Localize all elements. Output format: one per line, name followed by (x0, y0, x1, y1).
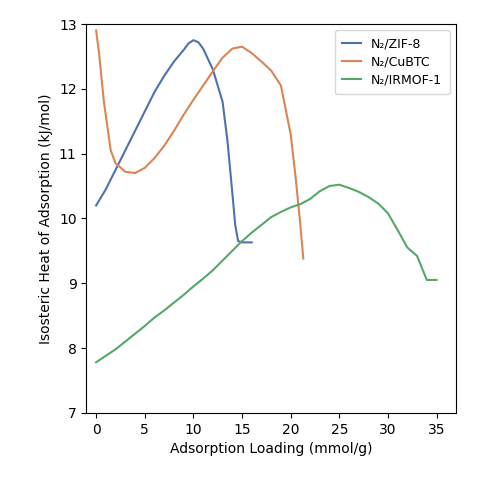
N₂/ZIF-8 (152, 89, 157, 95)
N₂/IRMOF-1 (395, 227, 400, 233)
N₂/CuBTC (210, 69, 216, 74)
N₂/ZIF-8 (235, 238, 241, 244)
N₂/ZIF-8 (103, 186, 109, 192)
N₂/IRMOF-1 (229, 248, 235, 253)
N₂/IRMOF-1 (161, 308, 167, 313)
N₂/IRMOF-1 (191, 284, 196, 289)
N₂/ZIF-8 (161, 73, 167, 79)
N₂/IRMOF-1 (414, 253, 420, 259)
N₂/IRMOF-1 (288, 204, 294, 210)
N₂/IRMOF-1 (142, 323, 148, 329)
N₂/ZIF-8 (122, 147, 128, 153)
N₂/CuBTC (152, 155, 157, 161)
N₂/IRMOF-1 (346, 185, 352, 191)
N₂/IRMOF-1 (122, 339, 128, 345)
N₂/ZIF-8 (244, 240, 250, 245)
N₂/CuBTC (220, 55, 226, 60)
N₂/CuBTC (113, 160, 119, 166)
N₂/ZIF-8 (181, 47, 187, 53)
N₂/CuBTC (132, 170, 138, 176)
N₂/IRMOF-1 (356, 189, 361, 195)
N₂/ZIF-8 (225, 138, 230, 144)
N₂/ZIF-8 (220, 99, 226, 105)
N₂/CuBTC (288, 131, 294, 137)
N₂/IRMOF-1 (268, 214, 274, 220)
N₂/IRMOF-1 (327, 183, 333, 189)
N₂/IRMOF-1 (220, 258, 226, 264)
N₂/CuBTC (122, 169, 128, 175)
N₂/CuBTC (96, 50, 102, 56)
N₂/CuBTC (108, 147, 114, 153)
N₂/CuBTC (171, 128, 177, 134)
N₂/IRMOF-1 (152, 315, 157, 321)
N₂/CuBTC (293, 173, 299, 179)
N₂/IRMOF-1 (239, 238, 245, 244)
N₂/CuBTC (142, 165, 148, 171)
N₂/ZIF-8 (186, 41, 192, 47)
N₂/CuBTC (181, 112, 187, 118)
N₂/ZIF-8 (200, 46, 206, 51)
N₂/IRMOF-1 (298, 201, 303, 207)
N₂/IRMOF-1 (113, 347, 119, 352)
N₂/IRMOF-1 (375, 201, 381, 206)
N₂/CuBTC (268, 68, 274, 73)
N₂/CuBTC (161, 143, 167, 149)
N₂/CuBTC (249, 50, 254, 56)
N₂/IRMOF-1 (171, 300, 177, 306)
N₂/CuBTC (278, 83, 284, 88)
N₂/ZIF-8 (239, 240, 245, 245)
N₂/CuBTC (239, 44, 245, 49)
N₂/ZIF-8 (210, 67, 216, 72)
N₂/IRMOF-1 (424, 277, 430, 283)
N₂/IRMOF-1 (200, 276, 206, 282)
X-axis label: Adsorption Loading (mmol/g): Adsorption Loading (mmol/g) (170, 442, 372, 456)
N₂/IRMOF-1 (210, 267, 216, 273)
N₂/IRMOF-1 (132, 331, 138, 336)
N₂/CuBTC (298, 222, 303, 228)
N₂/ZIF-8 (113, 167, 119, 173)
N₂/CuBTC (300, 256, 306, 262)
N₂/ZIF-8 (191, 37, 196, 43)
Line: N₂/IRMOF-1: N₂/IRMOF-1 (96, 185, 436, 362)
N₂/IRMOF-1 (336, 182, 342, 188)
N₂/CuBTC (101, 99, 107, 105)
Line: N₂/ZIF-8: N₂/ZIF-8 (96, 40, 252, 242)
N₂/IRMOF-1 (433, 277, 439, 283)
N₂/ZIF-8 (93, 203, 99, 208)
N₂/IRMOF-1 (405, 245, 410, 251)
N₂/ZIF-8 (171, 59, 177, 64)
N₂/IRMOF-1 (278, 209, 284, 215)
N₂/ZIF-8 (229, 190, 235, 195)
N₂/CuBTC (93, 27, 99, 34)
N₂/IRMOF-1 (366, 194, 372, 200)
N₂/IRMOF-1 (259, 222, 264, 228)
Legend: N₂/ZIF-8, N₂/CuBTC, N₂/IRMOF-1: N₂/ZIF-8, N₂/CuBTC, N₂/IRMOF-1 (335, 30, 450, 94)
N₂/ZIF-8 (142, 108, 148, 114)
N₂/IRMOF-1 (385, 210, 391, 216)
N₂/CuBTC (200, 83, 206, 88)
Line: N₂/CuBTC: N₂/CuBTC (96, 31, 303, 259)
N₂/ZIF-8 (195, 39, 201, 45)
N₂/IRMOF-1 (249, 230, 254, 236)
N₂/IRMOF-1 (317, 188, 323, 194)
N₂/IRMOF-1 (307, 196, 313, 202)
N₂/CuBTC (229, 46, 235, 51)
N₂/ZIF-8 (132, 128, 138, 134)
N₂/IRMOF-1 (93, 360, 99, 365)
N₂/ZIF-8 (232, 222, 238, 228)
N₂/IRMOF-1 (181, 292, 187, 298)
N₂/ZIF-8 (249, 240, 254, 245)
N₂/CuBTC (191, 97, 196, 103)
N₂/CuBTC (259, 59, 264, 64)
Y-axis label: Isosteric Heat of Adsorption (kJ/mol): Isosteric Heat of Adsorption (kJ/mol) (39, 93, 53, 344)
N₂/IRMOF-1 (103, 353, 109, 359)
